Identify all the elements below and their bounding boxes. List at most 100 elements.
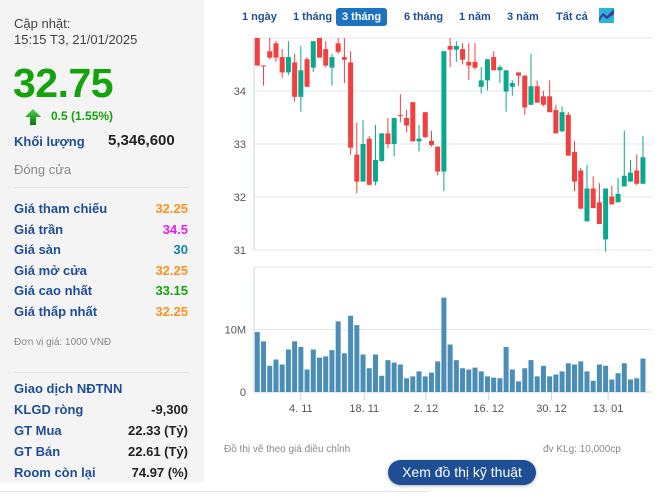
tab-range[interactable]: 3 năm: [507, 11, 539, 23]
x-tick-label: 18. 11: [349, 403, 379, 415]
candle-body: [391, 118, 397, 144]
candle-body: [528, 86, 534, 105]
tab-range[interactable]: 1 năm: [459, 11, 491, 23]
candle-body: [603, 188, 609, 240]
candle-body: [466, 61, 472, 66]
divider: [14, 372, 189, 373]
volume-tick-label: 10M: [225, 325, 246, 337]
candle-body: [547, 96, 553, 113]
candle-body: [254, 38, 260, 66]
volume-bar: [416, 371, 422, 392]
volume-bar: [453, 360, 459, 392]
candle-body: [609, 196, 615, 205]
x-tick-label: 16. 12: [473, 403, 504, 415]
candle-body: [478, 80, 484, 87]
candle-body: [484, 59, 490, 81]
update-label: Cập nhật:: [14, 16, 71, 31]
volume-bar: [522, 368, 528, 392]
candle-body: [540, 96, 546, 105]
tab-range[interactable]: 6 tháng: [404, 11, 444, 23]
volume-bar: [323, 356, 329, 392]
price-change: 0.5 (1.55%): [51, 109, 114, 123]
candle-body: [360, 144, 366, 182]
candle-body: [273, 43, 279, 58]
candle-body: [503, 70, 509, 92]
unit-note: Đơn vị giá: 1000 VNĐ: [14, 337, 112, 348]
update-time: 15:15 T3, 21/01/2025: [14, 32, 138, 47]
volume-bar: [391, 362, 397, 392]
volume-bar: [304, 369, 310, 392]
volume-value: 5,346,600: [108, 132, 175, 149]
candle-body: [509, 83, 515, 87]
foreign-title: Giao dịch NĐTNN: [14, 381, 123, 396]
tab-range[interactable]: Tất cả: [556, 11, 588, 23]
volume-bar: [534, 376, 540, 392]
candle-body: [578, 170, 584, 209]
candle-body: [441, 51, 447, 172]
price-tick-label: 32: [234, 192, 246, 204]
candle-body: [385, 133, 391, 144]
volume-bar: [335, 321, 341, 392]
technical-chart-button[interactable]: Xem đồ thị kỹ thuật: [388, 460, 536, 485]
area-chart-icon[interactable]: [598, 7, 615, 24]
quote-row-value: 30: [173, 242, 188, 257]
candle-body: [372, 159, 378, 182]
volume-bar: [466, 369, 472, 392]
candle-body: [565, 114, 571, 156]
volume-bar: [497, 378, 503, 392]
candle-body: [292, 62, 298, 97]
candle-body: [279, 57, 285, 73]
candle-body: [379, 133, 385, 161]
volume-bar: [572, 364, 578, 392]
candle-body: [285, 57, 291, 73]
candle-body: [366, 138, 372, 185]
volume-bar: [565, 363, 571, 392]
volume-bar: [441, 297, 447, 392]
candle-body: [584, 188, 590, 222]
quote-row-value: 34.5: [162, 221, 188, 237]
volume-bar: [460, 368, 466, 392]
volume-bar: [509, 369, 515, 392]
candle-body: [596, 202, 602, 225]
tab-range[interactable]: 1 tháng: [293, 11, 333, 23]
candle-body: [453, 45, 459, 50]
volume-bar: [540, 365, 546, 392]
volume-bar: [285, 349, 291, 392]
volume-bar: [634, 378, 640, 392]
volume-bar: [484, 376, 490, 392]
tab-range[interactable]: 1 ngày: [242, 11, 277, 23]
arrow-up-icon: [25, 109, 41, 125]
volume-bar: [254, 332, 260, 392]
tab-range[interactable]: 3 tháng: [336, 8, 388, 26]
candle-body: [335, 43, 341, 52]
volume-bar: [422, 376, 428, 392]
candle-body: [559, 112, 565, 132]
foreign-row-value: 22.61 (Tỷ): [128, 444, 188, 459]
candle-body: [590, 188, 596, 209]
volume-bar: [435, 361, 441, 392]
volume-bar: [553, 374, 559, 392]
volume-bar: [609, 379, 615, 392]
candle-body: [621, 175, 627, 187]
foreign-row-label: Room còn lại: [14, 465, 96, 480]
candle-body: [428, 140, 434, 146]
volume-bar: [547, 376, 553, 392]
volume-bar: [397, 364, 403, 392]
volume-bar: [410, 376, 416, 392]
divider: [0, 491, 430, 492]
quote-row-value: 33.15: [155, 283, 188, 298]
candle-body: [628, 172, 633, 182]
divider: [14, 187, 189, 188]
volume-bar: [559, 371, 565, 392]
quote-row-value: 32.25: [155, 303, 188, 319]
candle-body: [323, 49, 329, 66]
candle-body: [422, 112, 428, 138]
market-status: Đóng cửa: [14, 162, 72, 177]
candle-body: [553, 110, 559, 134]
volume-bar: [366, 368, 372, 392]
candle-body: [416, 138, 422, 142]
volume-bar: [640, 358, 646, 392]
foreign-row-value: 74.97 (%): [131, 465, 188, 480]
volume-bar: [273, 359, 279, 392]
volume-bar: [261, 341, 267, 392]
